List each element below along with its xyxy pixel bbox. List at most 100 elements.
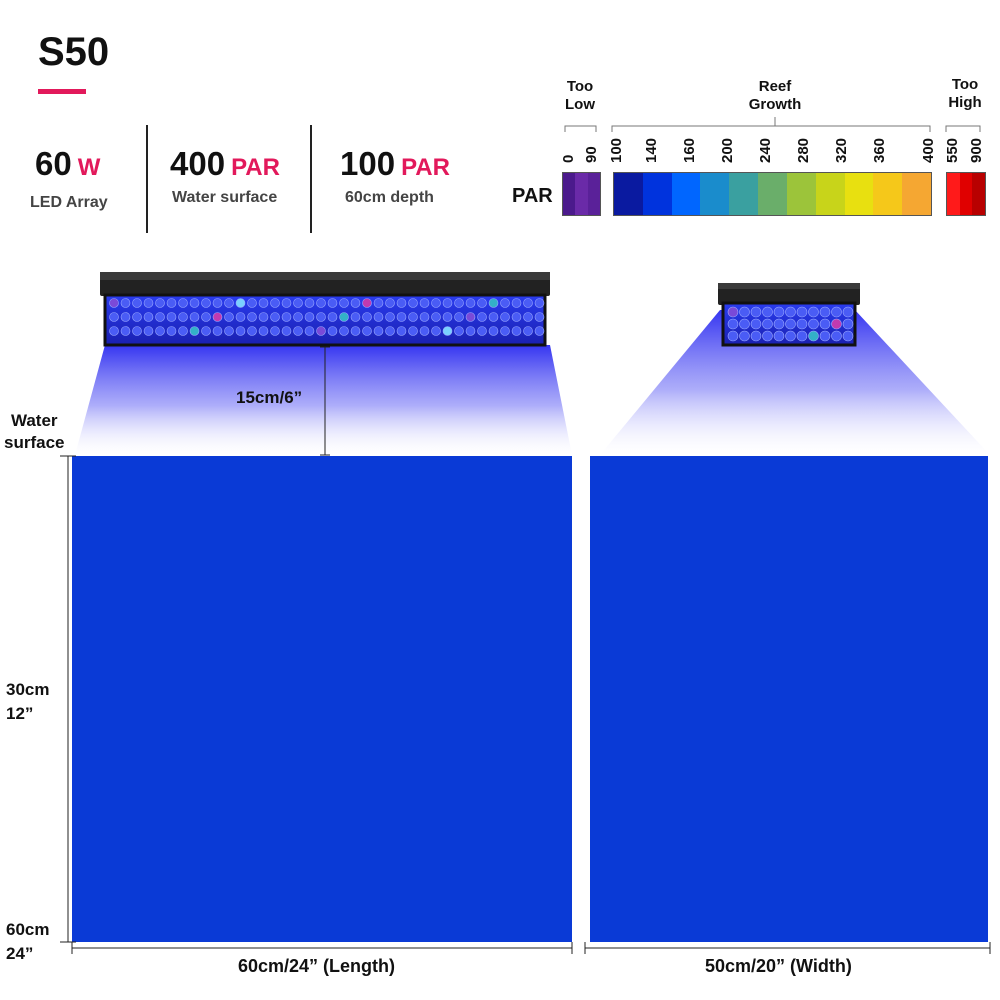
led-diode [488,312,499,322]
led-diode [270,326,280,336]
par-color-step [947,173,960,215]
led-diode [247,312,257,322]
led-diode [500,326,510,336]
led-diode [465,312,476,322]
led-diode [842,306,854,318]
led-diode [808,330,819,342]
led-diode [212,326,223,336]
led-diode [258,312,269,322]
product-title: S50 [38,30,110,74]
led-diode [166,312,177,322]
too-low-label: Too Low [565,78,595,113]
stat-power: 60 W [35,145,100,183]
led-diode [511,326,522,336]
led-diode [385,312,395,322]
led-diode [750,306,762,318]
title-underline [38,89,86,94]
led-diode [189,326,200,336]
led-diode [727,330,739,342]
led-diode [831,330,842,342]
led-diode [796,330,808,342]
led-diode [750,318,762,330]
led-diode [316,326,326,336]
led-diode [143,312,154,322]
led-diode [132,326,142,336]
led-diode [339,326,349,336]
led-diode [155,326,165,336]
led-fixture-front-view [100,272,550,347]
led-diode [831,318,842,330]
led-diode [350,298,361,308]
led-diode [419,312,430,322]
par-color-step [614,173,643,215]
led-diode [465,298,476,308]
led-diode [373,312,384,322]
par-color-step [844,173,874,215]
led-diode [500,298,510,308]
stat-depth-unit: PAR [401,154,450,181]
led-diode [477,312,487,322]
led-diode [534,326,545,336]
led-diode [511,312,522,322]
led-diode [304,326,315,336]
led-diode [534,298,545,308]
led-diode [739,306,750,318]
led-diode [293,298,303,308]
reef-growth-label: Reef Growth [748,78,802,113]
led-diode [189,298,200,308]
par-color-step [575,173,588,215]
led-diode [189,312,200,322]
led-diode [258,298,269,308]
led-diode [120,312,131,322]
led-diode [819,318,831,330]
led-diode [465,326,476,336]
led-diode [773,318,785,330]
led-diode [224,298,234,308]
par-color-step [972,173,986,215]
stat-power-desc: LED Array [30,194,108,211]
led-diode [739,330,750,342]
par-map-length [72,456,572,942]
led-diode [178,298,188,308]
led-diode [339,312,349,322]
stat-depth-par: 100 PAR [340,145,450,183]
led-diode [523,298,533,308]
led-diode [408,298,418,308]
stat-surface-unit: PAR [231,154,280,181]
led-diode [235,326,246,336]
divider [146,125,148,233]
led-diode [431,326,441,336]
led-diode [155,298,165,308]
led-diode [373,298,384,308]
led-diode [454,326,464,336]
led-diode [109,298,119,308]
led-diode [477,298,487,308]
light-beam-width [600,310,990,455]
led-diode [431,312,441,322]
led-diode [785,306,796,318]
led-diode [500,312,510,322]
par-legend-label: PAR [512,185,553,207]
led-diode [762,330,773,342]
led-diode [327,326,338,336]
led-diode [143,326,154,336]
led-diode [431,298,441,308]
led-diode [408,312,418,322]
stat-depth-value: 100 [340,145,396,182]
led-diode [819,330,831,342]
led-diode [281,298,292,308]
led-diode [166,326,177,336]
led-diode [247,298,257,308]
led-diode [385,298,395,308]
led-diode [796,318,808,330]
led-diode [120,298,131,308]
led-diode [523,326,533,336]
par-color-step [563,173,576,215]
led-diode [235,312,246,322]
par-color-step [959,173,973,215]
led-diode [362,326,372,336]
led-diode [270,298,280,308]
led-diode [842,330,854,342]
par-legend-brackets [564,117,981,132]
